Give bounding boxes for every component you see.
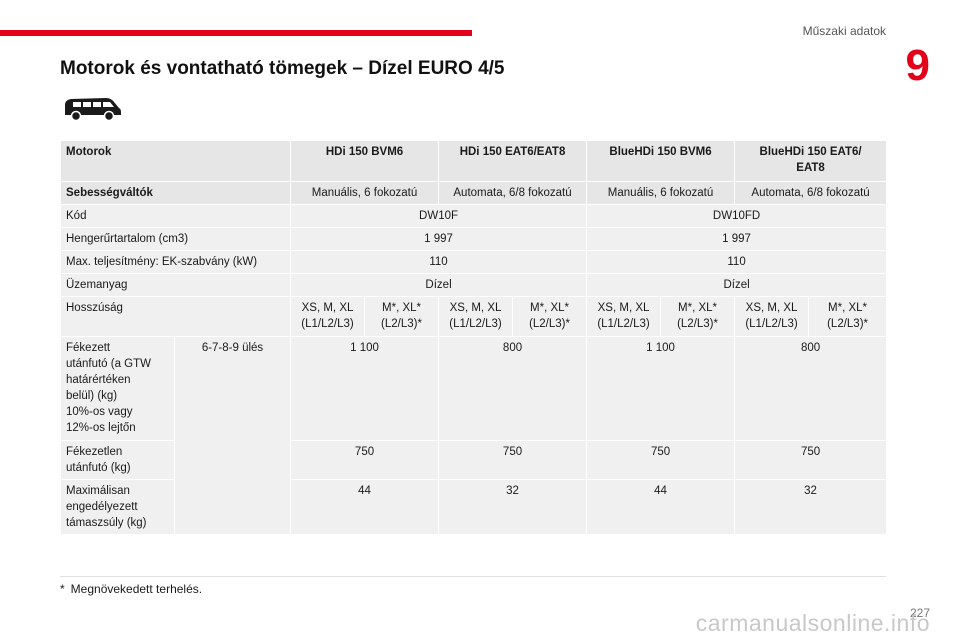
table-cell: 800 [438,336,588,441]
engine-spec-table: Motorok HDi 150 BVM6 HDi 150 EAT6/EAT8 B… [59,140,888,535]
row-label: Fékezett utánfutó (a GTW határértéken be… [60,336,175,441]
table-cell: 750 [586,440,736,480]
engine-header: BlueHDi 150 BVM6 [586,140,736,182]
table-row: Üzemanyag Dízel Dízel [59,273,888,297]
table-row: Fékezett utánfutó (a GTW határértéken be… [60,336,888,535]
footnote-text: Megnövekedett terhelés. [70,582,203,596]
table-cell: Automata, 6/8 fokozatú [438,181,588,205]
engine-header: HDi 150 BVM6 [290,140,440,182]
table-cell: 44 [290,479,440,535]
section-title: Műszaki adatok [802,24,886,38]
table-row: Hengerűrtartalom (cm3) 1 997 1 997 [59,227,888,251]
table-cell: 32 [734,479,888,535]
table-cell: Dízel [290,273,588,297]
engine-header: BlueHDi 150 EAT6/ EAT8 [734,140,888,182]
header-accent-bar [0,30,472,36]
table-cell: 32 [438,479,588,535]
row-label: Hosszúság [59,296,292,337]
table-row: Kód DW10F DW10FD [59,204,888,228]
header-label: Motorok [59,140,292,182]
table-cell: M*, XL* (L2/L3)* [512,296,588,337]
row-label: Maximálisan engedélyezett támaszsúly (kg… [60,479,175,535]
chapter-number: 9 [905,41,930,90]
row-label: Kód [59,204,292,228]
row-label: Fékezetlen utánfutó (kg) [60,440,175,480]
table-cell: 44 [586,479,736,535]
table-cell: XS, M, XL (L1/L2/L3) [734,296,810,337]
seats-cell: 6-7-8-9 ülés [173,336,292,535]
table-cell: 110 [290,250,588,274]
table-row: Maximálisan engedélyezett támaszsúly (kg… [60,479,888,535]
footnote: * Megnövekedett terhelés. [60,582,202,596]
table-cell: 1 100 [290,336,440,441]
table-row: Fékezetlen utánfutó (kg) 750 750 750 750 [60,440,888,480]
table-cell: 1 997 [290,227,588,251]
table-cell: Manuális, 6 fokozatú [290,181,440,205]
row-label: Sebességváltók [59,181,292,205]
table-cell: 750 [290,440,440,480]
table-row: Max. teljesítmény: EK-szabvány (kW) 110 … [59,250,888,274]
row-label: Üzemanyag [59,273,292,297]
table-cell: XS, M, XL (L1/L2/L3) [586,296,662,337]
table-cell: Automata, 6/8 fokozatú [734,181,888,205]
table-cell: DW10FD [586,204,888,228]
row-label: Hengerűrtartalom (cm3) [59,227,292,251]
watermark: carmanualsonline.info [695,610,930,636]
footnote-mark: * [60,582,65,596]
table-cell: 750 [438,440,588,480]
table-cell: 1 997 [586,227,888,251]
van-icon [65,98,121,122]
table-cell: 800 [734,336,888,441]
page-number: 227 [909,606,930,620]
table-row: Sebességváltók Manuális, 6 fokozatú Auto… [59,181,888,205]
table-cell: XS, M, XL (L1/L2/L3) [290,296,366,337]
engine-header: HDi 150 EAT6/EAT8 [438,140,588,182]
table-cell: 1 100 [586,336,736,441]
table-cell: M*, XL* (L2/L3)* [808,296,888,337]
row-label: Max. teljesítmény: EK-szabvány (kW) [59,250,292,274]
table-row: Hosszúság XS, M, XL (L1/L2/L3) M*, XL* (… [59,296,888,337]
table-cell: M*, XL* (L2/L3)* [364,296,440,337]
table-cell: XS, M, XL (L1/L2/L3) [438,296,514,337]
table-cell: 110 [586,250,888,274]
page-title: Motorok és vontatható tömegek – Dízel EU… [60,58,505,79]
footnote-divider [60,576,886,577]
table-cell: M*, XL* (L2/L3)* [660,296,736,337]
table-cell: DW10F [290,204,588,228]
table-cell: Dízel [586,273,888,297]
table-cell: Manuális, 6 fokozatú [586,181,736,205]
table-cell: 750 [734,440,888,480]
header-row: Motorok HDi 150 BVM6 HDi 150 EAT6/EAT8 B… [59,140,888,182]
